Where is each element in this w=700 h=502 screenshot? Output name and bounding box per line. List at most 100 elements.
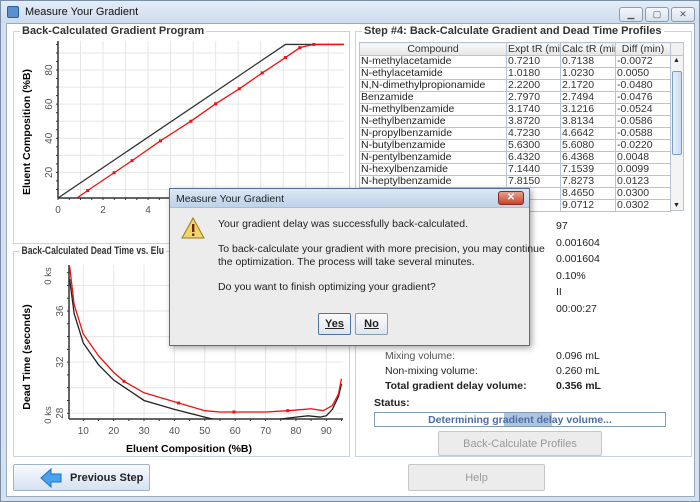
y-tick-label: 36 [55, 305, 66, 317]
table-row[interactable]: Benzamide 2.7970 2.7494 -0.0476 [359, 91, 671, 104]
series-line [69, 278, 343, 419]
y-tick-label: 28 [55, 407, 66, 419]
x-tick-label: 70 [260, 426, 272, 437]
back-calculate-profiles-button[interactable]: Back-Calculate Profiles [438, 431, 602, 456]
cell-calc: 8.4650 [560, 187, 616, 200]
result-value: 0.10% [556, 269, 586, 282]
col-calc[interactable]: Calc tR (min) [560, 42, 616, 56]
data-point [260, 71, 264, 75]
scroll-thumb[interactable] [672, 71, 682, 155]
col-diff[interactable]: Diff (min) [615, 42, 671, 56]
help-button[interactable]: Help [408, 464, 545, 491]
arrow-left-icon [40, 467, 62, 488]
deadtime-chart: Dead Time (seconds) 0 ks 0 ks Eluent Com… [21, 265, 343, 455]
cell-diff: 0.0302 [615, 199, 671, 212]
cell-diff: -0.0586 [615, 115, 671, 128]
data-point [214, 102, 218, 106]
app-icon [7, 6, 19, 18]
nonmixing-volume-value: 0.260 mL [556, 365, 600, 377]
scroll-down-icon[interactable]: ▼ [673, 202, 680, 209]
cell-calc: 1.0230 [560, 67, 616, 80]
cell-compound: N-propylbenzamide [359, 127, 507, 140]
col-expt[interactable]: Expt tR (min) [506, 42, 561, 56]
confirm-dialog: Measure Your Gradient ✕ Your gradient de… [169, 188, 545, 346]
compound-table: Compound Expt tR (min) Calc tR (min) Dif… [359, 42, 671, 212]
x-tick-label: 40 [169, 426, 181, 437]
data-point [177, 401, 181, 405]
step4-title: Step #4: Back-Calculate Gradient and Dea… [362, 25, 664, 37]
cell-expt: 2.7970 [506, 91, 561, 104]
col-compound[interactable]: Compound [359, 42, 507, 56]
previous-step-button[interactable]: Previous Step [13, 464, 150, 491]
deadtime-x-label: Eluent Composition (%B) [126, 443, 252, 455]
total-volume-label: Total gradient delay volume: [385, 380, 527, 392]
data-point [237, 87, 241, 91]
no-button[interactable]: No [355, 313, 388, 335]
data-point [232, 410, 236, 414]
x-tick-label: 4 [145, 205, 151, 216]
maximize-button[interactable]: ▢ [645, 7, 669, 22]
close-button[interactable]: ✕ [671, 7, 695, 22]
table-row[interactable]: N-heptylbenzamide 7.8150 7.8273 0.0123 [359, 175, 671, 188]
cell-expt: 0.7210 [506, 55, 561, 68]
y-tick-label: 60 [44, 98, 55, 110]
cell-expt: 3.8720 [506, 115, 561, 128]
result-value: II [556, 286, 562, 298]
cell-calc: 5.6080 [560, 139, 616, 152]
cell-compound: N-butylbenzamide [359, 139, 507, 152]
data-point [122, 379, 126, 383]
table-scrollbar[interactable]: ▲ ▼ [670, 55, 684, 211]
yes-button[interactable]: Yes [318, 313, 351, 335]
cell-expt: 7.8150 [506, 175, 561, 188]
deadtime-y-label: Dead Time (seconds) [21, 304, 33, 409]
data-point [312, 42, 316, 46]
series-1 [76, 42, 344, 198]
cell-expt: 6.4320 [506, 151, 561, 164]
dialog-message-1: Your gradient delay was successfully bac… [218, 218, 468, 230]
cell-diff: -0.0220 [615, 139, 671, 152]
warning-icon [181, 217, 205, 239]
cell-diff: 0.0300 [615, 187, 671, 200]
table-row[interactable]: N-ethylbenzamide 3.8720 3.8134 -0.0586 [359, 115, 671, 128]
cell-diff: -0.0524 [615, 103, 671, 116]
data-point [158, 139, 162, 143]
cell-expt: 2.2200 [506, 79, 561, 92]
cell-compound: N-heptylbenzamide [359, 175, 507, 188]
cell-diff: 0.0123 [615, 175, 671, 188]
data-point [86, 188, 90, 192]
minimize-button[interactable]: ▁ [619, 7, 643, 22]
y-tick-label: 80 [44, 64, 55, 76]
table-row[interactable]: N-ethylacetamide 1.0180 1.0230 0.0050 [359, 67, 671, 80]
table-row[interactable]: N-hexylbenzamide 7.1440 7.1539 0.0099 [359, 163, 671, 176]
cell-diff: -0.0480 [615, 79, 671, 92]
cell-calc: 2.1720 [560, 79, 616, 92]
table-row[interactable]: N-propylbenzamide 4.7230 4.6642 -0.0588 [359, 127, 671, 140]
cell-calc: 7.8273 [560, 175, 616, 188]
result-value: 97 [556, 220, 568, 232]
cell-expt: 5.6300 [506, 139, 561, 152]
status-text: Determining gradient delay volume... [428, 414, 612, 426]
cell-expt: 4.7230 [506, 127, 561, 140]
table-row[interactable]: N,N-dimethylpropionamide 2.2200 2.1720 -0.0… [359, 79, 671, 92]
mixing-volume-label: Mixing volume: [385, 350, 456, 362]
cell-compound: Benzamide [359, 91, 507, 104]
table-row[interactable]: N-methylbenzamide 3.1740 3.1216 -0.0524 [359, 103, 671, 116]
result-value: 00:00:27 [556, 302, 597, 315]
cell-calc: 6.4368 [560, 151, 616, 164]
table-row[interactable]: N-butylbenzamide 5.6300 5.6080 -0.0220 [359, 139, 671, 152]
cell-compound: N-methylacetamide [359, 55, 507, 68]
x-tick-label: 90 [321, 426, 333, 437]
table-row[interactable]: N-pentylbenzamide 6.4320 6.4368 0.0048 [359, 151, 671, 164]
x-tick-label: 20 [108, 426, 120, 437]
scroll-up-icon[interactable]: ▲ [673, 57, 680, 64]
status-label: Status: [374, 397, 410, 409]
table-row[interactable]: N-methylacetamide 0.7210 0.7138 -0.0072 [359, 55, 671, 68]
table-header: Compound Expt tR (min) Calc tR (min) Dif… [359, 42, 671, 56]
cell-calc: 7.1539 [560, 163, 616, 176]
status-progress-bar: Determining gradient delay volume... [374, 412, 666, 427]
previous-step-label: Previous Step [70, 471, 144, 484]
dialog-close-button[interactable]: ✕ [498, 191, 524, 205]
cell-expt: 1.0180 [506, 67, 561, 80]
x-tick-label: 0 [55, 205, 61, 216]
cell-expt: 3.1740 [506, 103, 561, 116]
